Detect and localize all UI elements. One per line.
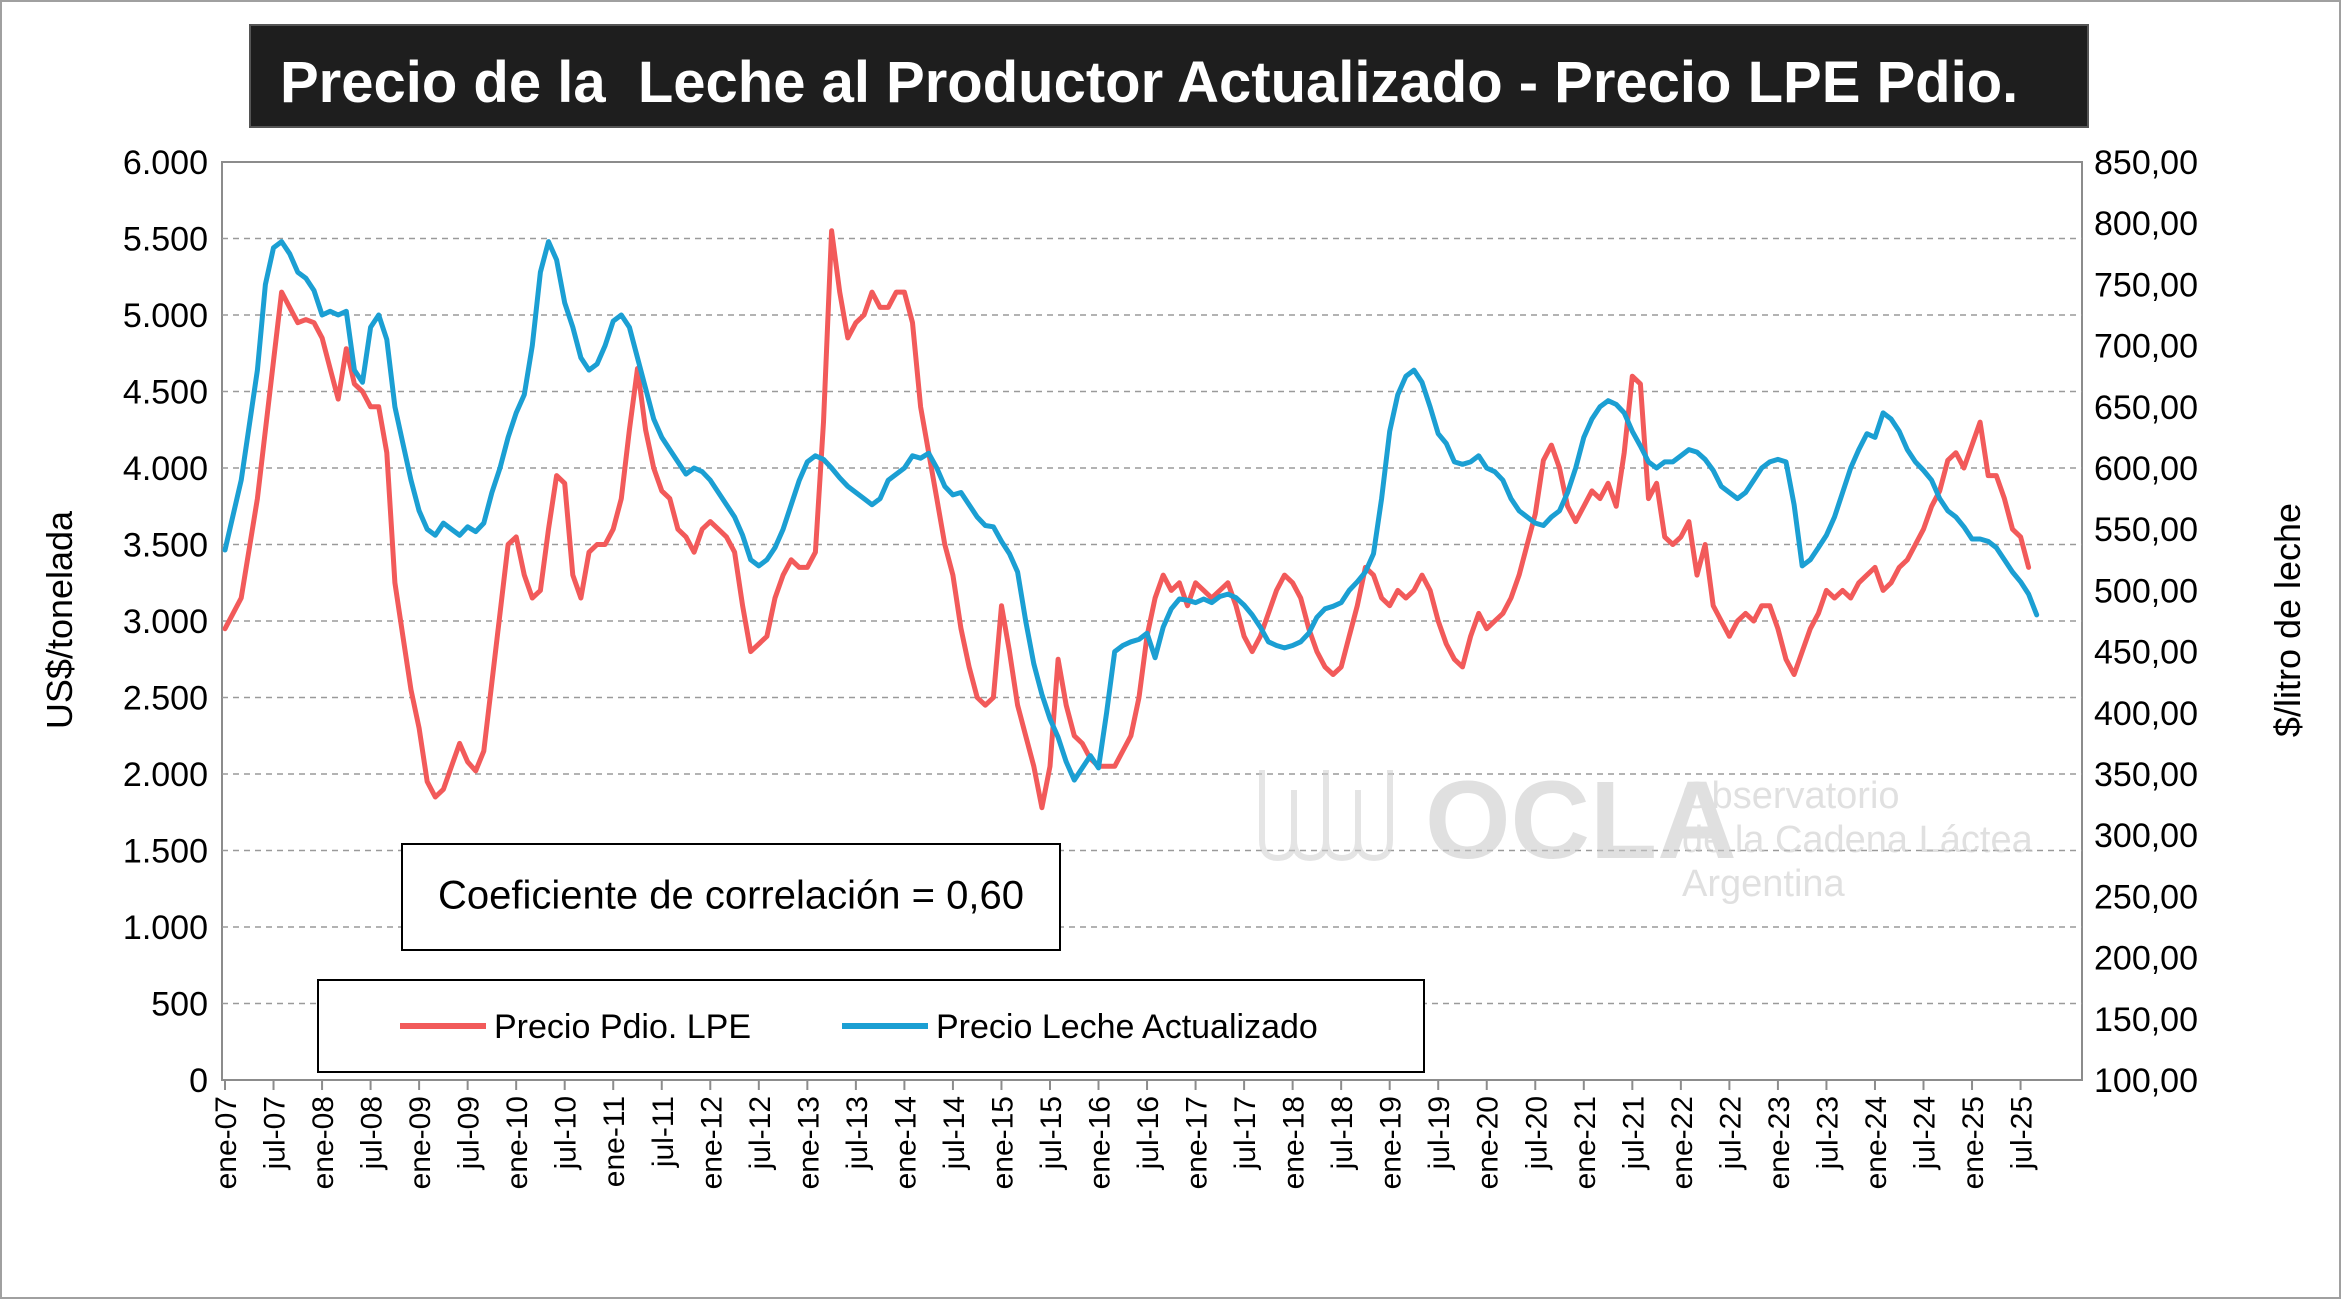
- y-tick-label: 3.000: [123, 603, 208, 641]
- ocla-logo-icon: [1259, 770, 1393, 862]
- x-tick-label: ene-09: [404, 1096, 437, 1189]
- x-tick-label: jul-07: [259, 1096, 292, 1170]
- x-tick-label: ene-13: [792, 1096, 825, 1189]
- x-tick-label: jul-13: [841, 1096, 874, 1170]
- x-tick-label: ene-20: [1472, 1096, 1505, 1189]
- x-tick-label: jul-23: [1811, 1096, 1844, 1170]
- y2-tick-label: 450,00: [2094, 634, 2198, 672]
- y2-tick-label: 200,00: [2094, 940, 2198, 978]
- y-tick-label: 2.000: [123, 756, 208, 794]
- ocla-watermark: OCLA Observatorio de la Cadena Láctea Ar…: [1259, 759, 2034, 905]
- x-tick-label: ene-07: [210, 1096, 243, 1189]
- ocla-line3: Argentina: [1682, 863, 1846, 905]
- y2-tick-label: 650,00: [2094, 389, 2198, 427]
- x-tick-label: jul-14: [938, 1096, 971, 1170]
- x-tick-label: ene-10: [501, 1096, 534, 1189]
- x-tick-label: jul-15: [1035, 1096, 1068, 1170]
- x-tick-label: jul-18: [1326, 1096, 1359, 1170]
- ocla-line2: de la Cadena Láctea: [1682, 819, 2034, 861]
- y2-tick-label: 550,00: [2094, 511, 2198, 549]
- x-tick-label: ene-19: [1375, 1096, 1408, 1189]
- x-tick-label: jul-24: [1909, 1096, 1942, 1170]
- legend-label-actualizado: Precio Leche Actualizado: [936, 1008, 1318, 1046]
- y-tick-label: 0: [189, 1062, 208, 1100]
- chart-title: Precio de la Leche al Productor Actualiz…: [280, 50, 2018, 115]
- x-tick-label: jul-19: [1423, 1096, 1456, 1170]
- x-tick-label: ene-21: [1569, 1096, 1602, 1189]
- x-tick-label: ene-25: [1957, 1096, 1990, 1189]
- y2-tick-label: 150,00: [2094, 1001, 2198, 1039]
- series-line-1: [222, 239, 2040, 783]
- y-tick-label: 500: [151, 986, 208, 1024]
- x-tick-label: jul-25: [2006, 1096, 2039, 1170]
- y-tick-label: 4.000: [123, 450, 208, 488]
- y2-tick-label: 100,00: [2094, 1062, 2198, 1100]
- x-tick-label: jul-08: [356, 1096, 389, 1170]
- y-tick-label: 4.500: [123, 374, 208, 412]
- x-tick-label: jul-16: [1132, 1096, 1165, 1170]
- x-tick-label: ene-17: [1181, 1096, 1214, 1189]
- y-tick-label: 5.000: [123, 297, 208, 335]
- y-axis-right: 100,00 150,00 200,00 250,00 300,00 350,00 400,…: [2094, 144, 2198, 1100]
- x-tick-label: jul-09: [453, 1096, 486, 1170]
- y2-tick-label: 700,00: [2094, 328, 2198, 366]
- x-tick-label: ene-16: [1084, 1096, 1117, 1189]
- y-tick-label: 1.000: [123, 909, 208, 947]
- y-tick-label: 1.500: [123, 833, 208, 871]
- x-tick-label: ene-18: [1278, 1096, 1311, 1189]
- y2-axis-label: $/litro de leche: [2267, 503, 2308, 737]
- y2-tick-label: 300,00: [2094, 817, 2198, 855]
- x-tick-label: ene-11: [598, 1096, 631, 1187]
- x-tick-label: jul-12: [744, 1096, 777, 1170]
- x-tick-label: ene-12: [695, 1096, 728, 1189]
- y2-tick-label: 350,00: [2094, 756, 2198, 794]
- legend-label-lpe: Precio Pdio. LPE: [494, 1008, 751, 1046]
- x-tick-label: jul-11: [647, 1096, 680, 1168]
- y2-tick-label: 800,00: [2094, 205, 2198, 243]
- series-layer: [222, 228, 2040, 811]
- ocla-brand: OCLA: [1425, 759, 1737, 882]
- x-tick-label: ene-08: [307, 1096, 340, 1189]
- x-tick-label: jul-22: [1714, 1096, 1747, 1170]
- y2-tick-label: 250,00: [2094, 878, 2198, 916]
- y2-tick-label: 400,00: [2094, 695, 2198, 733]
- y2-tick-label: 850,00: [2094, 144, 2198, 182]
- y2-tick-label: 500,00: [2094, 572, 2198, 610]
- y-axis-left: 0 500 1.000 1.500 2.000 2.500 3.000 3.500 4.000 4…: [123, 144, 208, 1100]
- x-tick-label: jul-17: [1229, 1096, 1262, 1170]
- title-banner: [249, 24, 2089, 128]
- y-tick-label: 5.500: [123, 221, 208, 259]
- y-tick-label: 2.500: [123, 680, 208, 718]
- correlation-text: Coeficiente de correlación = 0,60: [438, 874, 1024, 918]
- ocla-line1: Observatorio: [1682, 775, 1900, 817]
- x-tick-label: ene-23: [1763, 1096, 1796, 1189]
- x-tick-label: jul-10: [550, 1096, 583, 1170]
- x-tick-label: ene-15: [986, 1096, 1019, 1189]
- x-tick-label: ene-24: [1860, 1096, 1893, 1189]
- x-tick-label: ene-14: [889, 1096, 922, 1189]
- y-axis-label: US$/tonelada: [39, 510, 80, 729]
- series-line-0: [222, 228, 2032, 811]
- correlation-box: [401, 843, 1061, 951]
- x-axis: ene-07 jul-07 ene-08 jul-08 ene-09 jul-09 ene-…: [210, 1080, 2039, 1189]
- y-tick-label: 6.000: [123, 144, 208, 182]
- x-tick-label: jul-20: [1520, 1096, 1553, 1170]
- y2-tick-label: 600,00: [2094, 450, 2198, 488]
- y2-tick-label: 750,00: [2094, 266, 2198, 304]
- y-tick-label: 3.500: [123, 527, 208, 565]
- x-tick-label: ene-22: [1666, 1096, 1699, 1189]
- x-tick-label: jul-21: [1617, 1096, 1650, 1170]
